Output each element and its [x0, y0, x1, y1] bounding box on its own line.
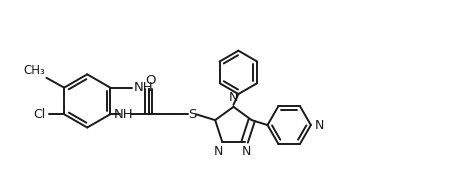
Text: N: N — [314, 119, 324, 132]
Text: S: S — [188, 108, 196, 121]
Text: O: O — [145, 74, 156, 87]
Text: CH₃: CH₃ — [24, 64, 45, 77]
Text: N: N — [228, 91, 238, 104]
Text: N: N — [241, 145, 251, 157]
Text: Cl: Cl — [33, 108, 45, 121]
Text: N: N — [213, 145, 222, 157]
Text: NH: NH — [114, 108, 134, 121]
Text: NH: NH — [134, 81, 153, 94]
